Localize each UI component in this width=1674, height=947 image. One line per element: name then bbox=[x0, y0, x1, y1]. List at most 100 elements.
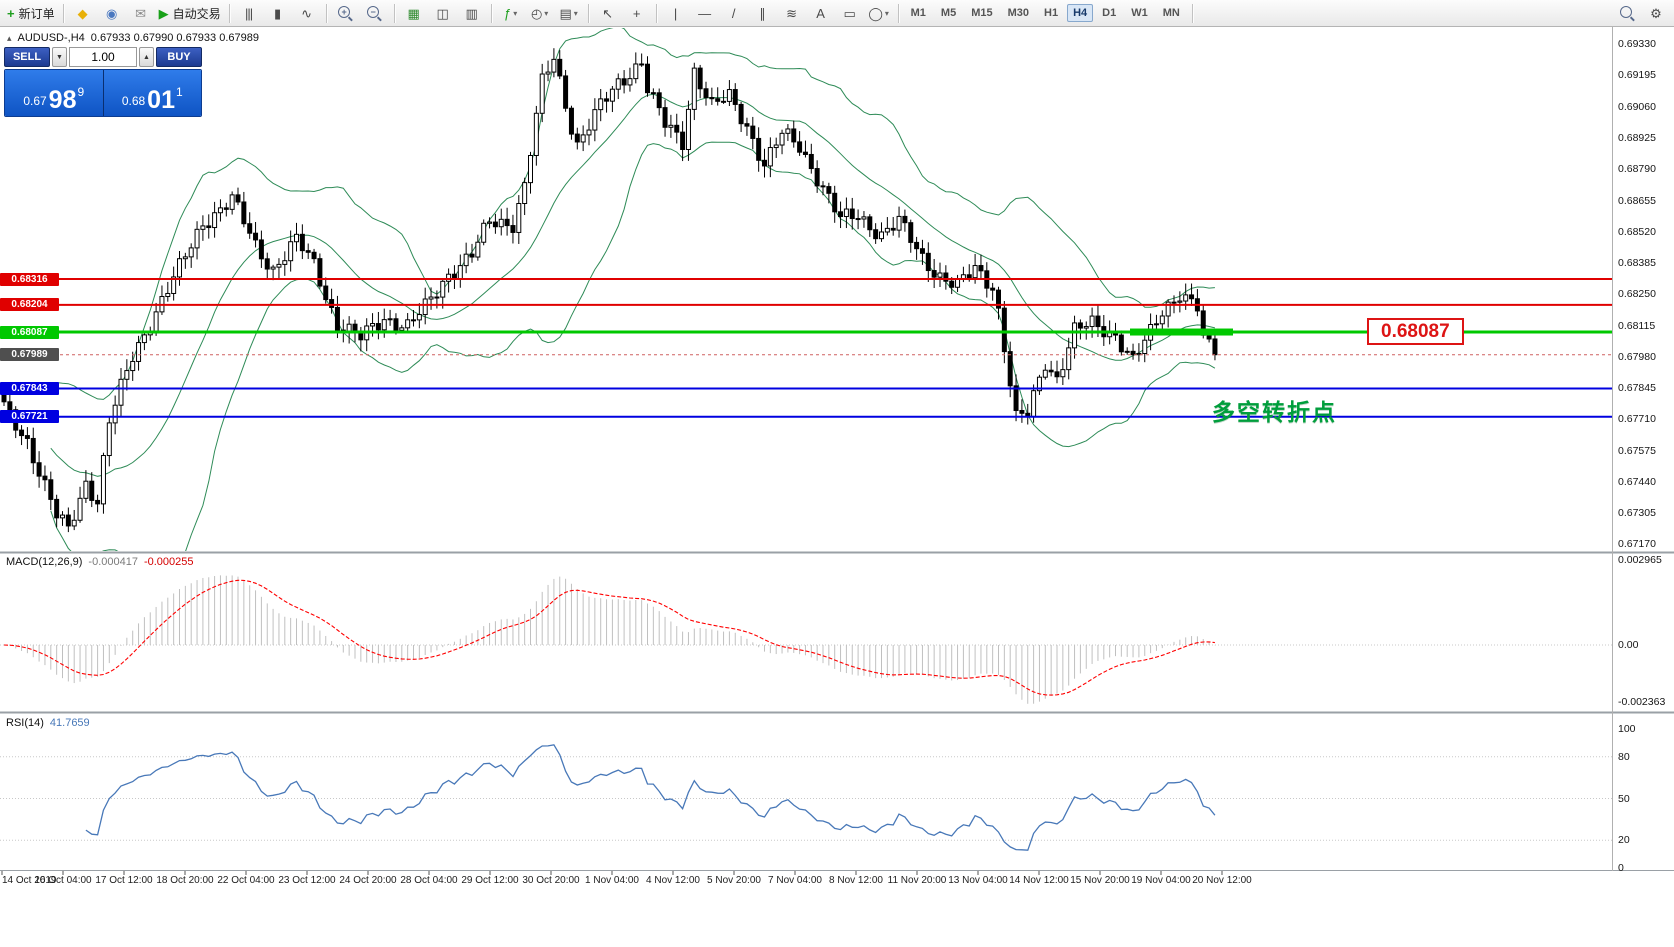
zoom-in-icon[interactable]: + bbox=[332, 2, 360, 24]
fibonacci-icon[interactable]: ≋ bbox=[778, 2, 806, 24]
chart-window: ▴ AUDUSD-,H4 0.67933 0.67990 0.67933 0.6… bbox=[0, 27, 1674, 947]
macd-signal-value: -0.000255 bbox=[143, 556, 194, 568]
ohlc-values: 0.67933 0.67990 0.67933 0.67989 bbox=[90, 32, 259, 44]
toolbar-divider bbox=[228, 3, 230, 23]
templates-icon-dropdown[interactable]: ▾ bbox=[573, 8, 578, 18]
tile-windows-icon-glyph: ▦ bbox=[407, 5, 420, 21]
ask-prefix: 0.68 bbox=[121, 94, 146, 108]
shapes-icon-glyph: ◯ bbox=[868, 5, 883, 21]
new-order-button[interactable]: + 新订单 bbox=[4, 2, 58, 24]
toolbar-divider bbox=[325, 3, 327, 23]
buy-price-button[interactable]: 0.68 01 1 bbox=[103, 70, 201, 116]
text-label-icon-glyph: ▭ bbox=[843, 5, 856, 21]
cascade-windows-icon-glyph: ◫ bbox=[436, 5, 449, 21]
cursor-icon-glyph: ↖ bbox=[602, 5, 614, 21]
chart-canvas[interactable] bbox=[0, 27, 1674, 947]
autotrading-button[interactable]: ▶ 自动交易 bbox=[156, 2, 224, 24]
candlestick-mode-icon[interactable]: ▮ bbox=[264, 2, 292, 24]
rsi-value: 41.7659 bbox=[49, 717, 90, 729]
text-icon-glyph: A bbox=[816, 5, 825, 21]
cascade-windows-icon[interactable]: ◫ bbox=[429, 2, 457, 24]
time-axis[interactable] bbox=[0, 871, 1674, 891]
annotation-text[interactable]: 多空转折点 bbox=[1212, 399, 1337, 425]
horizontal-line-icon[interactable]: — bbox=[691, 2, 719, 24]
shapes-icon[interactable]: ◯ ▾ bbox=[865, 2, 893, 24]
crosshair-icon-glyph: + bbox=[632, 5, 641, 21]
search-icon[interactable] bbox=[1613, 2, 1641, 24]
volume-down-button[interactable]: ▼ bbox=[52, 47, 67, 67]
timeframe-m30-button[interactable]: M30 bbox=[1002, 4, 1035, 22]
templates-icon[interactable]: ▤ ▾ bbox=[555, 2, 583, 24]
volume-input[interactable] bbox=[69, 47, 137, 67]
toolbar-divider bbox=[897, 3, 899, 23]
text-label-icon[interactable]: ▭ bbox=[836, 2, 864, 24]
price-callout-box[interactable]: 0.68087 bbox=[1367, 318, 1464, 345]
vertical-line-icon-glyph: | bbox=[673, 5, 678, 21]
arrange-windows-icon[interactable]: ▥ bbox=[458, 2, 486, 24]
indicators-icon-glyph: ƒ bbox=[504, 5, 512, 21]
symbol-title: AUDUSD-,H4 bbox=[17, 32, 85, 44]
shapes-icon-dropdown[interactable]: ▾ bbox=[884, 8, 889, 18]
periods-icon-dropdown[interactable]: ▾ bbox=[544, 8, 549, 18]
toolbar-divider bbox=[62, 3, 64, 23]
timeframe-h4-button[interactable]: H4 bbox=[1067, 4, 1094, 22]
cursor-icon[interactable]: ↖ bbox=[594, 2, 622, 24]
timeframe-w1-button[interactable]: W1 bbox=[1125, 4, 1154, 22]
text-icon[interactable]: A bbox=[807, 2, 835, 24]
templates-icon-glyph: ▤ bbox=[559, 5, 572, 21]
autotrading-button-label: 自动交易 bbox=[172, 6, 221, 21]
thick-level-segment[interactable] bbox=[1130, 328, 1233, 336]
bollinger-middle-band bbox=[50, 93, 1216, 477]
bid-prefix: 0.67 bbox=[23, 94, 47, 108]
periods-icon-glyph: ◴ bbox=[530, 5, 543, 21]
arrange-windows-icon-glyph: ▥ bbox=[465, 5, 478, 21]
toolbar-divider bbox=[393, 3, 395, 23]
timeframe-m5-button[interactable]: M5 bbox=[935, 4, 962, 22]
indicators-icon[interactable]: ƒ ▾ bbox=[497, 2, 525, 24]
market-watch-icon-glyph: ◉ bbox=[105, 5, 118, 21]
sell-button[interactable]: SELL bbox=[4, 47, 50, 67]
metaeditor-icon-glyph: ◆ bbox=[77, 5, 88, 21]
indicators-icon-dropdown[interactable]: ▾ bbox=[513, 8, 518, 18]
equidistant-channel-icon[interactable]: ∥ bbox=[749, 2, 777, 24]
toolbar-divider bbox=[655, 3, 657, 23]
timeframe-m1-button[interactable]: M1 bbox=[905, 4, 932, 22]
vertical-line-icon[interactable]: | bbox=[662, 2, 690, 24]
volume-up-button[interactable]: ▲ bbox=[139, 47, 154, 67]
search-icon-glyph bbox=[1619, 5, 1632, 18]
bar-chart-mode-icon-glyph: ||| bbox=[245, 5, 253, 21]
timeframe-m15-button[interactable]: M15 bbox=[965, 4, 998, 22]
alerts-icon[interactable]: ✉ bbox=[127, 2, 155, 24]
crosshair-icon[interactable]: + bbox=[623, 2, 651, 24]
zoom-in-icon-glyph: + bbox=[338, 5, 351, 18]
rsi-line bbox=[85, 744, 1216, 851]
line-chart-mode-icon[interactable]: ∿ bbox=[293, 2, 321, 24]
zoom-out-icon[interactable]: − bbox=[361, 2, 389, 24]
new-order-button-label: 新订单 bbox=[18, 6, 55, 21]
equidistant-channel-icon-glyph: ∥ bbox=[759, 5, 766, 21]
bollinger-bands bbox=[50, 28, 1216, 551]
timeframe-mn-button[interactable]: MN bbox=[1157, 4, 1186, 22]
tile-windows-icon[interactable]: ▦ bbox=[400, 2, 428, 24]
timeframe-h1-button[interactable]: H1 bbox=[1038, 4, 1064, 22]
bar-chart-mode-icon[interactable]: ||| bbox=[235, 2, 263, 24]
price-scale[interactable] bbox=[1613, 27, 1674, 871]
macd-value: -0.000417 bbox=[88, 556, 138, 568]
buy-button[interactable]: BUY bbox=[156, 47, 202, 67]
toolbar-divider bbox=[490, 3, 492, 23]
ask-big-figure: 01 bbox=[147, 86, 175, 114]
bollinger-upper-band bbox=[50, 28, 1215, 400]
metaeditor-icon[interactable]: ◆ bbox=[69, 2, 97, 24]
market-watch-icon[interactable]: ◉ bbox=[98, 2, 126, 24]
settings-icon[interactable]: ⚙ bbox=[1642, 2, 1670, 24]
trendline-icon[interactable]: / bbox=[720, 2, 748, 24]
rsi-label: RSI(14) 41.7659 bbox=[6, 717, 90, 729]
bid-big-figure: 98 bbox=[48, 86, 77, 114]
trendline-icon-glyph: / bbox=[731, 5, 736, 21]
zoom-out-icon-glyph: − bbox=[367, 5, 380, 18]
periods-icon[interactable]: ◴ ▾ bbox=[526, 2, 554, 24]
timeframe-d1-button[interactable]: D1 bbox=[1096, 4, 1122, 22]
sell-price-button[interactable]: 0.67 98 9 bbox=[5, 70, 104, 116]
settings-icon-glyph: ⚙ bbox=[1650, 5, 1662, 21]
